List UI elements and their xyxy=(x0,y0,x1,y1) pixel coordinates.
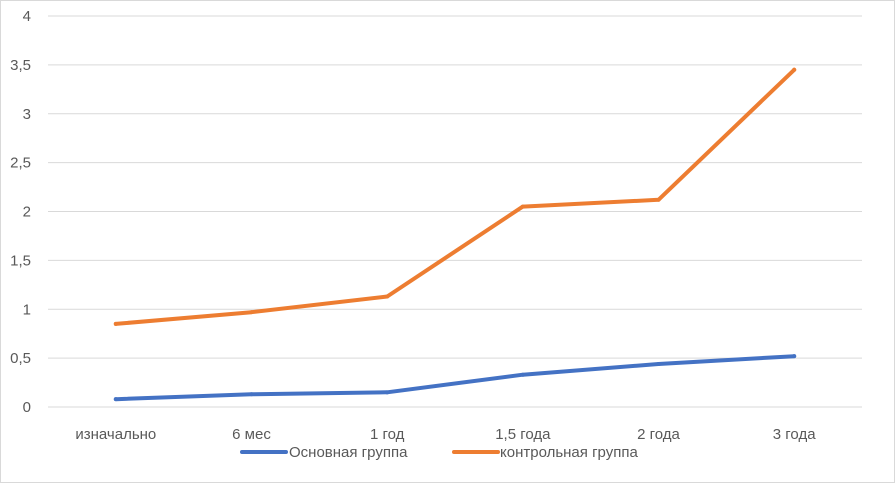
legend-label: Основная группа xyxy=(289,444,408,461)
x-tick-label: 1,5 года xyxy=(495,426,551,443)
data-point xyxy=(249,392,254,397)
data-point xyxy=(520,372,525,377)
y-tick-label: 3 xyxy=(23,106,31,123)
legend: Основная группа контрольная группа xyxy=(240,444,638,461)
x-tick-label: 3 года xyxy=(773,426,816,443)
y-axis-ticks: 0 0,5 1 1,5 2 2,5 3 3,5 4 xyxy=(10,8,31,416)
y-tick-label: 2 xyxy=(23,204,31,221)
y-tick-label: 0,5 xyxy=(10,350,31,367)
y-tick-label: 1,5 xyxy=(10,252,31,269)
y-tick-label: 4 xyxy=(23,8,31,25)
data-point xyxy=(792,354,797,359)
data-point xyxy=(520,204,525,209)
series-line-1 xyxy=(113,354,797,402)
data-point xyxy=(385,390,390,395)
x-axis-ticks: изначально 6 мес 1 год 1,5 года 2 года 3 года xyxy=(75,426,816,443)
data-point xyxy=(249,310,254,315)
series-lines xyxy=(113,67,797,402)
x-tick-label: 2 года xyxy=(637,426,680,443)
x-tick-label: 1 год xyxy=(370,426,405,443)
data-point xyxy=(385,294,390,299)
y-tick-label: 2,5 xyxy=(10,155,31,172)
y-tick-label: 0 xyxy=(23,399,31,416)
data-point xyxy=(113,321,118,326)
data-point xyxy=(792,67,797,72)
x-tick-label: 6 мес xyxy=(232,426,271,443)
gridlines xyxy=(48,15,862,408)
x-tick-label: изначально xyxy=(75,426,156,443)
legend-label: контрольная группа xyxy=(500,444,638,461)
y-tick-label: 3,5 xyxy=(10,57,31,74)
data-point xyxy=(656,197,661,202)
series-line-2 xyxy=(113,67,797,326)
data-point xyxy=(656,361,661,366)
y-tick-label: 1 xyxy=(23,301,31,318)
data-point xyxy=(113,397,118,402)
